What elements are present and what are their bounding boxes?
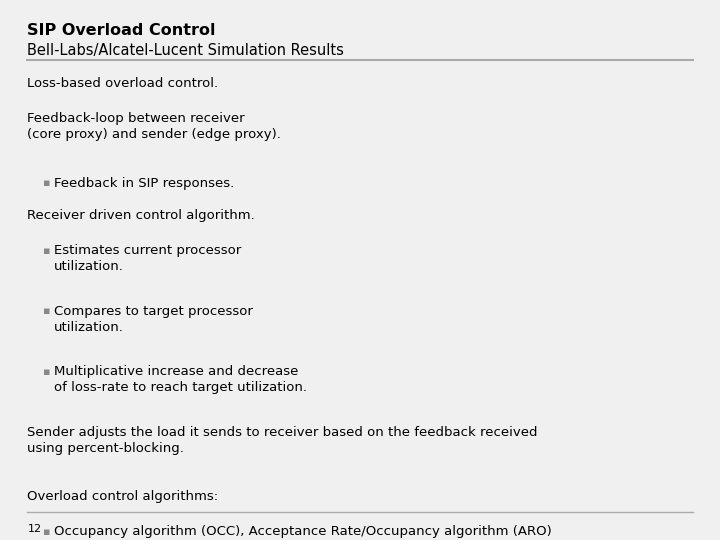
Text: Estimates current processor
utilization.: Estimates current processor utilization.	[54, 244, 241, 273]
Text: 12: 12	[27, 524, 42, 534]
Text: Occupancy algorithm (OCC), Acceptance Rate/Occupancy algorithm (ARO): Occupancy algorithm (OCC), Acceptance Ra…	[54, 525, 552, 538]
Text: SIP Overload Control: SIP Overload Control	[27, 23, 216, 38]
Text: ▪: ▪	[43, 527, 50, 537]
Text: Bell-Labs/Alcatel-Lucent Simulation Results: Bell-Labs/Alcatel-Lucent Simulation Resu…	[27, 43, 344, 58]
Text: Receiver driven control algorithm.: Receiver driven control algorithm.	[27, 209, 255, 222]
Text: ▪: ▪	[43, 367, 50, 377]
Text: Feedback in SIP responses.: Feedback in SIP responses.	[54, 177, 234, 190]
Text: Loss-based overload control.: Loss-based overload control.	[27, 77, 218, 90]
Text: ▪: ▪	[43, 246, 50, 256]
Text: ▪: ▪	[43, 178, 50, 188]
Text: Overload control algorithms:: Overload control algorithms:	[27, 490, 218, 503]
Text: Feedback-loop between receiver
(core proxy) and sender (edge proxy).: Feedback-loop between receiver (core pro…	[27, 112, 282, 141]
Text: ▪: ▪	[43, 306, 50, 316]
Text: Compares to target processor
utilization.: Compares to target processor utilization…	[54, 305, 253, 334]
Text: Multiplicative increase and decrease
of loss-rate to reach target utilization.: Multiplicative increase and decrease of …	[54, 365, 307, 394]
Text: Sender adjusts the load it sends to receiver based on the feedback received
usin: Sender adjusts the load it sends to rece…	[27, 426, 538, 455]
